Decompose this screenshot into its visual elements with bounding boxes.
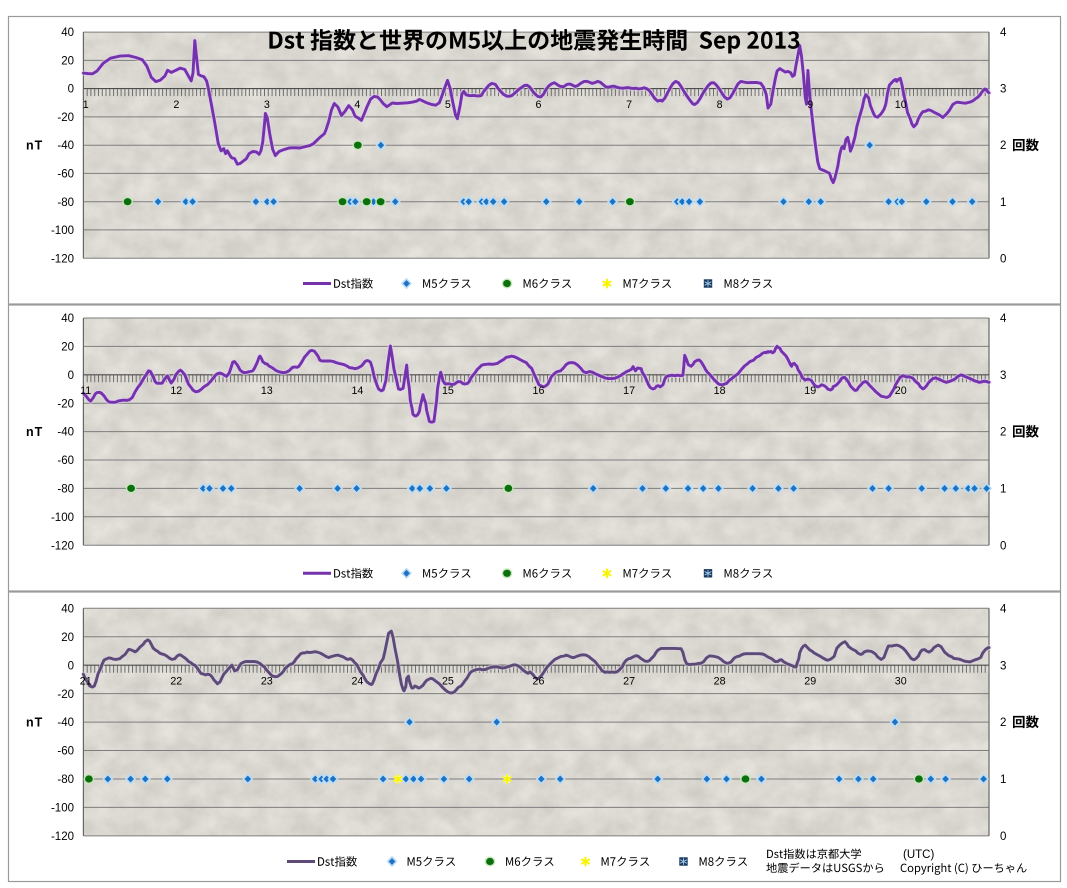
svg-text:-80: -80 (57, 484, 74, 496)
svg-text:2: 2 (173, 99, 179, 111)
svg-text:0: 0 (1000, 253, 1006, 265)
svg-text:13: 13 (261, 385, 273, 397)
svg-text:15: 15 (442, 385, 454, 397)
svg-text:-60: -60 (57, 169, 74, 181)
svg-text:nT: nT (26, 716, 43, 730)
svg-text:2: 2 (1000, 140, 1006, 152)
svg-text:2: 2 (1000, 427, 1006, 439)
svg-text:-100: -100 (51, 512, 74, 524)
svg-text:11: 11 (80, 385, 91, 397)
svg-text:nT: nT (26, 425, 43, 439)
svg-text:-60: -60 (57, 455, 74, 467)
svg-text:6: 6 (536, 99, 542, 111)
svg-text:27: 27 (623, 676, 635, 688)
svg-text:20: 20 (61, 56, 74, 68)
svg-text:7: 7 (626, 99, 632, 111)
svg-text:23: 23 (261, 676, 273, 688)
svg-text:-20: -20 (57, 398, 74, 410)
svg-text:0: 0 (68, 660, 74, 672)
svg-text:-120: -120 (51, 831, 74, 843)
svg-text:-20: -20 (57, 689, 74, 701)
svg-text:-100: -100 (51, 225, 74, 237)
svg-text:10: 10 (895, 99, 907, 111)
svg-text:-60: -60 (57, 746, 74, 758)
svg-text:-20: -20 (57, 112, 74, 124)
svg-text:4: 4 (1000, 27, 1007, 39)
svg-text:19: 19 (804, 385, 816, 397)
svg-text:2: 2 (1000, 717, 1006, 729)
svg-text:4: 4 (1000, 603, 1007, 615)
svg-text:nT: nT (26, 139, 43, 153)
svg-text:-120: -120 (51, 540, 74, 552)
svg-text:1: 1 (83, 99, 89, 111)
svg-text:-80: -80 (57, 197, 74, 209)
svg-text:20: 20 (895, 385, 907, 397)
svg-text:24: 24 (351, 676, 363, 688)
svg-text:14: 14 (351, 385, 363, 397)
svg-text:0: 0 (1000, 831, 1006, 843)
svg-text:25: 25 (442, 676, 454, 688)
svg-text:3: 3 (1000, 660, 1006, 672)
svg-text:1: 1 (1000, 774, 1006, 786)
svg-text:1: 1 (1000, 197, 1006, 209)
svg-text:0: 0 (68, 84, 74, 96)
svg-text:40: 40 (61, 27, 74, 39)
svg-text:22: 22 (170, 676, 182, 688)
svg-text:-100: -100 (51, 803, 74, 815)
svg-text:8: 8 (717, 99, 723, 111)
svg-text:18: 18 (714, 385, 726, 397)
svg-text:-40: -40 (57, 717, 74, 729)
svg-text:26: 26 (533, 676, 545, 688)
svg-text:29: 29 (804, 676, 816, 688)
svg-text:30: 30 (895, 676, 907, 688)
svg-text:4: 4 (354, 99, 360, 111)
svg-text:12: 12 (170, 385, 182, 397)
svg-text:21: 21 (80, 676, 92, 688)
svg-text:17: 17 (623, 385, 635, 397)
svg-text:-120: -120 (51, 253, 74, 265)
svg-text:-40: -40 (57, 140, 74, 152)
svg-text:28: 28 (714, 676, 726, 688)
svg-text:0: 0 (68, 370, 74, 382)
svg-text:1: 1 (1000, 484, 1006, 496)
svg-text:3: 3 (1000, 370, 1006, 382)
svg-text:20: 20 (61, 632, 74, 644)
svg-text:(UTC): (UTC) (903, 849, 934, 861)
svg-text:9: 9 (807, 99, 813, 111)
svg-text:5: 5 (445, 99, 451, 111)
svg-text:3: 3 (1000, 84, 1006, 96)
svg-text:3: 3 (264, 99, 270, 111)
svg-text:-40: -40 (57, 427, 74, 439)
svg-text:40: 40 (61, 603, 74, 615)
svg-text:-80: -80 (57, 774, 74, 786)
svg-text:4: 4 (1000, 313, 1007, 325)
svg-text:0: 0 (1000, 540, 1006, 552)
svg-text:20: 20 (61, 342, 74, 354)
svg-text:40: 40 (61, 313, 74, 325)
svg-text:16: 16 (533, 385, 545, 397)
